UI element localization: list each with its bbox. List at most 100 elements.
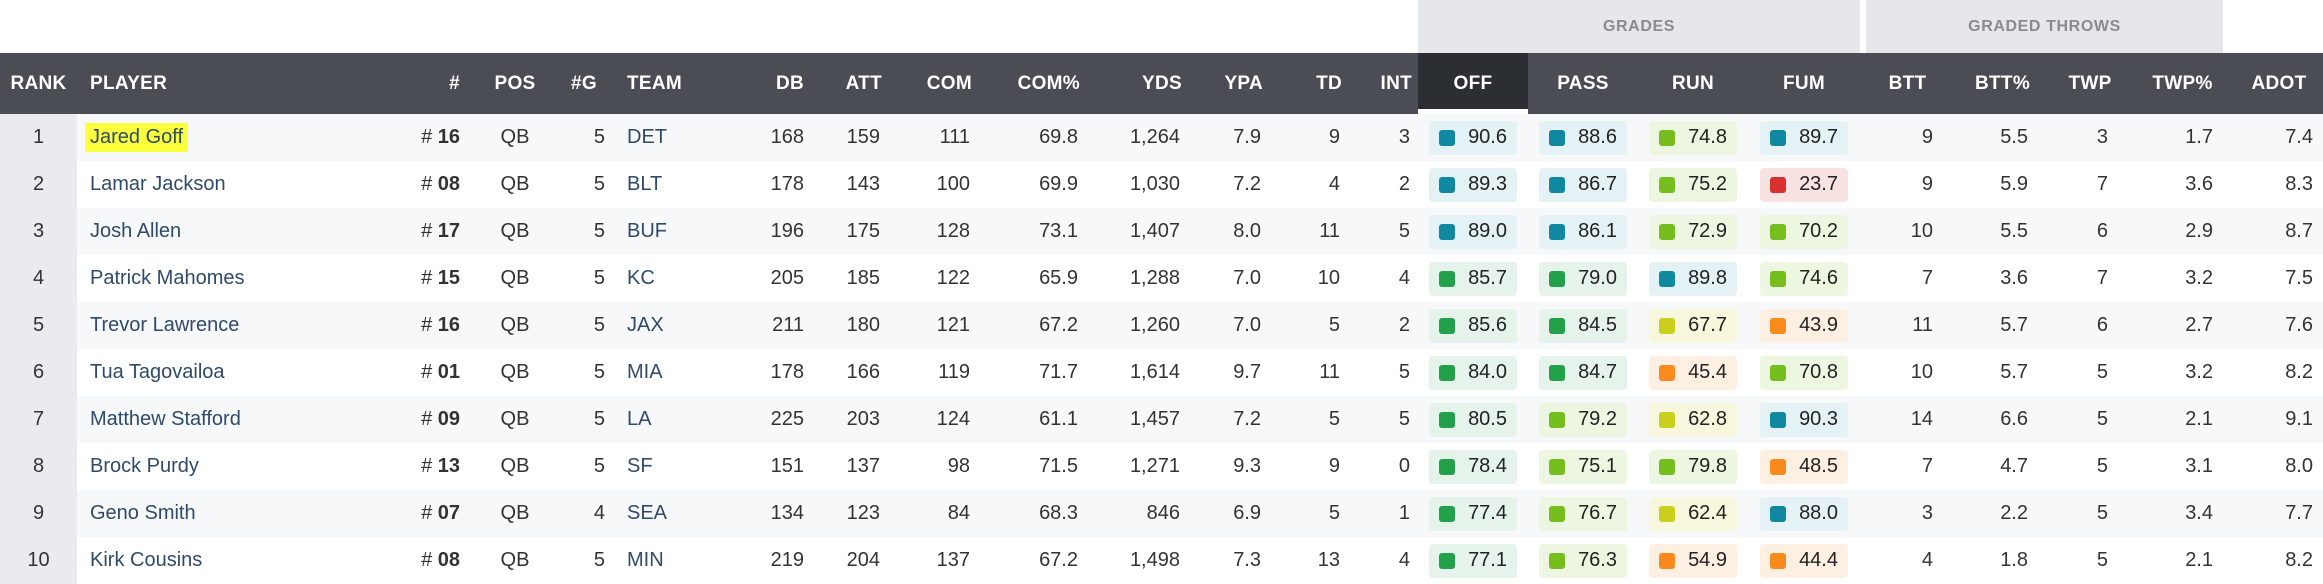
fumble-grade-cell: 70.8 — [1748, 349, 1860, 396]
pass-grade-cell: 75.1 — [1528, 443, 1638, 490]
dropbacks-cell: 168 — [729, 114, 812, 161]
header-adot[interactable]: ADOT — [2235, 53, 2323, 114]
grade-swatch — [1549, 364, 1565, 381]
grade-value: 77.4 — [1468, 502, 1507, 524]
player-name-link[interactable]: Trevor Lawrence — [90, 314, 240, 336]
header-run-grade[interactable]: RUN — [1638, 53, 1748, 114]
big-time-throws-cell: 7 — [1860, 443, 1955, 490]
dropbacks-cell: 178 — [729, 161, 812, 208]
header-interceptions[interactable]: INT — [1348, 53, 1418, 114]
yards-cell: 846 — [1086, 490, 1188, 537]
team-link[interactable]: BLT — [627, 173, 663, 195]
team-cell: KC — [619, 255, 729, 302]
team-link[interactable]: BUF — [627, 220, 667, 242]
header-completions[interactable]: COM — [888, 53, 978, 114]
grade-value: 44.4 — [1799, 549, 1838, 571]
grade-swatch — [1770, 364, 1786, 381]
attempts-cell: 204 — [812, 537, 888, 584]
player-name-link[interactable]: Patrick Mahomes — [90, 267, 245, 289]
header-yards[interactable]: YDS — [1086, 53, 1188, 114]
team-link[interactable]: SF — [627, 455, 653, 477]
grade-value: 89.3 — [1468, 173, 1507, 195]
player-name-link[interactable]: Kirk Cousins — [90, 549, 203, 571]
player-name-link[interactable]: Lamar Jackson — [90, 173, 226, 195]
player-cell: Lamar Jackson — [77, 161, 377, 208]
grade-badge: 45.4 — [1649, 355, 1737, 390]
grade-value: 79.0 — [1578, 267, 1617, 289]
jersey-hash: # — [421, 173, 433, 195]
header-touchdowns[interactable]: TD — [1269, 53, 1348, 114]
big-time-throws-cell: 4 — [1860, 537, 1955, 584]
completion-pct-cell: 71.7 — [978, 349, 1086, 396]
games-cell: 5 — [549, 161, 619, 208]
team-link[interactable]: MIA — [627, 361, 663, 383]
grade-value: 62.8 — [1688, 408, 1727, 430]
grade-swatch — [1770, 411, 1786, 428]
touchdowns-cell: 13 — [1269, 537, 1348, 584]
jersey-number-cell: # 07 — [377, 490, 481, 537]
attempts-cell: 180 — [812, 302, 888, 349]
header-turnover-worthy-plays[interactable]: TWP — [2050, 53, 2130, 114]
team-link[interactable]: JAX — [627, 314, 664, 336]
header-offense-grade[interactable]: OFF — [1418, 53, 1528, 114]
interceptions-cell: 1 — [1348, 490, 1418, 537]
adot-cell: 8.2 — [2235, 349, 2323, 396]
player-name-link[interactable]: Matthew Stafford — [90, 408, 241, 430]
team-link[interactable]: DET — [627, 126, 667, 148]
jersey-number: 09 — [437, 408, 460, 430]
header-team[interactable]: TEAM — [619, 53, 729, 114]
player-name-link[interactable]: Brock Purdy — [90, 455, 199, 477]
player-stats-table: RANK PLAYER # POS #G TEAM DB ATT COM COM… — [0, 53, 2323, 584]
player-name-link[interactable]: Josh Allen — [90, 220, 182, 242]
completions-cell: 100 — [888, 161, 978, 208]
pass-grade-cell: 86.7 — [1528, 161, 1638, 208]
header-dropbacks[interactable]: DB — [729, 53, 812, 114]
jersey-hash: # — [421, 502, 433, 524]
jersey-hash: # — [421, 361, 433, 383]
games-cell: 4 — [549, 490, 619, 537]
player-name-link[interactable]: Tua Tagovailoa — [90, 361, 225, 383]
run-grade-cell: 45.4 — [1638, 349, 1748, 396]
player-name-link[interactable]: Geno Smith — [90, 502, 196, 524]
header-fumble-grade[interactable]: FUM — [1748, 53, 1860, 114]
player-name-link[interactable]: Jared Goff — [85, 123, 189, 152]
team-link[interactable]: LA — [627, 408, 652, 430]
header-completion-pct[interactable]: COM% — [978, 53, 1086, 114]
header-rank[interactable]: RANK — [0, 53, 77, 114]
grade-badge: 77.4 — [1429, 496, 1517, 531]
header-games[interactable]: #G — [549, 53, 619, 114]
header-player[interactable]: PLAYER — [77, 53, 377, 114]
grade-badge: 79.2 — [1539, 402, 1627, 437]
yards-cell: 1,271 — [1086, 443, 1188, 490]
table-row: 2 Lamar Jackson # 08 QB 5 BLT 178 143 10… — [0, 161, 2323, 208]
team-cell: MIN — [619, 537, 729, 584]
header-big-time-throws[interactable]: BTT — [1860, 53, 1955, 114]
jersey-hash: # — [421, 314, 433, 336]
grade-swatch — [1439, 129, 1455, 146]
header-yards-per-attempt[interactable]: YPA — [1188, 53, 1269, 114]
grade-badge: 89.0 — [1429, 214, 1517, 249]
jersey-number-cell: # 13 — [377, 443, 481, 490]
turnover-worthy-plays-cell: 7 — [2050, 255, 2130, 302]
touchdowns-cell: 5 — [1269, 396, 1348, 443]
table-row: 4 Patrick Mahomes # 15 QB 5 KC 205 185 1… — [0, 255, 2323, 302]
grade-badge: 67.7 — [1649, 308, 1737, 343]
team-cell: LA — [619, 396, 729, 443]
completion-pct-cell: 73.1 — [978, 208, 1086, 255]
header-turnover-worthy-play-pct[interactable]: TWP% — [2130, 53, 2235, 114]
turnover-worthy-plays-cell: 5 — [2050, 490, 2130, 537]
header-number[interactable]: # — [377, 53, 481, 114]
team-link[interactable]: MIN — [627, 549, 664, 571]
header-big-time-throw-pct[interactable]: BTT% — [1955, 53, 2050, 114]
big-time-throws-cell: 10 — [1860, 349, 1955, 396]
adot-cell: 9.1 — [2235, 396, 2323, 443]
header-attempts[interactable]: ATT — [812, 53, 888, 114]
header-pass-grade[interactable]: PASS — [1528, 53, 1638, 114]
attempts-cell: 159 — [812, 114, 888, 161]
team-link[interactable]: SEA — [627, 502, 668, 524]
big-time-throw-pct-cell: 2.2 — [1955, 490, 2050, 537]
team-link[interactable]: KC — [627, 267, 655, 289]
header-position[interactable]: POS — [481, 53, 549, 114]
yards-per-attempt-cell: 6.9 — [1188, 490, 1269, 537]
grade-value: 79.2 — [1578, 408, 1617, 430]
